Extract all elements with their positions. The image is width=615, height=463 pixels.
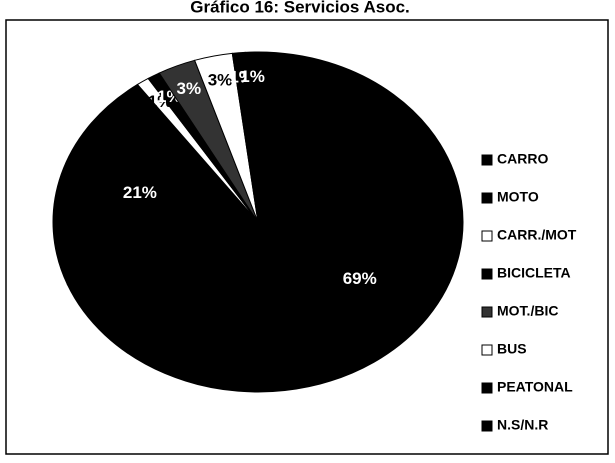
legend-swatch [481,192,493,204]
legend-swatch [481,344,493,356]
slice-label: 21% [123,183,157,202]
legend-label: BUS [497,341,527,357]
legend-label: CARRO [497,151,548,167]
legend-swatch [481,306,493,318]
pie-slice [66,51,464,393]
slice-label: 1% [240,67,265,86]
legend-swatch [481,154,493,166]
legend-swatch [481,382,493,394]
legend-label: BICICLETA [497,265,571,281]
pie-slice [52,83,259,286]
pie-slice [244,51,259,223]
legend-swatch [481,420,493,432]
legend-label: MOTO [497,189,539,205]
legend-label: N.S/N.R [497,417,548,433]
slice-label: 3% [208,70,233,89]
legend-swatch [481,230,493,242]
legend-swatch [481,268,493,280]
chart-title: Gráfico 16: Servicios Asoc. [190,0,410,16]
slice-label: 69% [343,269,377,288]
legend-label: PEATONAL [497,379,573,395]
legend-label: MOT./BIC [497,303,558,319]
slice-label: 3% [177,79,202,98]
legend-label: CARR./MOT [497,227,577,243]
